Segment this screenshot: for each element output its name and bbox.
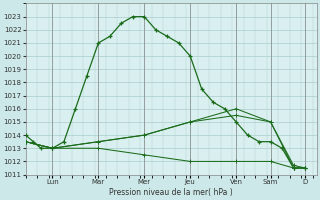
X-axis label: Pression niveau de la mer( hPa ): Pression niveau de la mer( hPa )	[109, 188, 233, 197]
